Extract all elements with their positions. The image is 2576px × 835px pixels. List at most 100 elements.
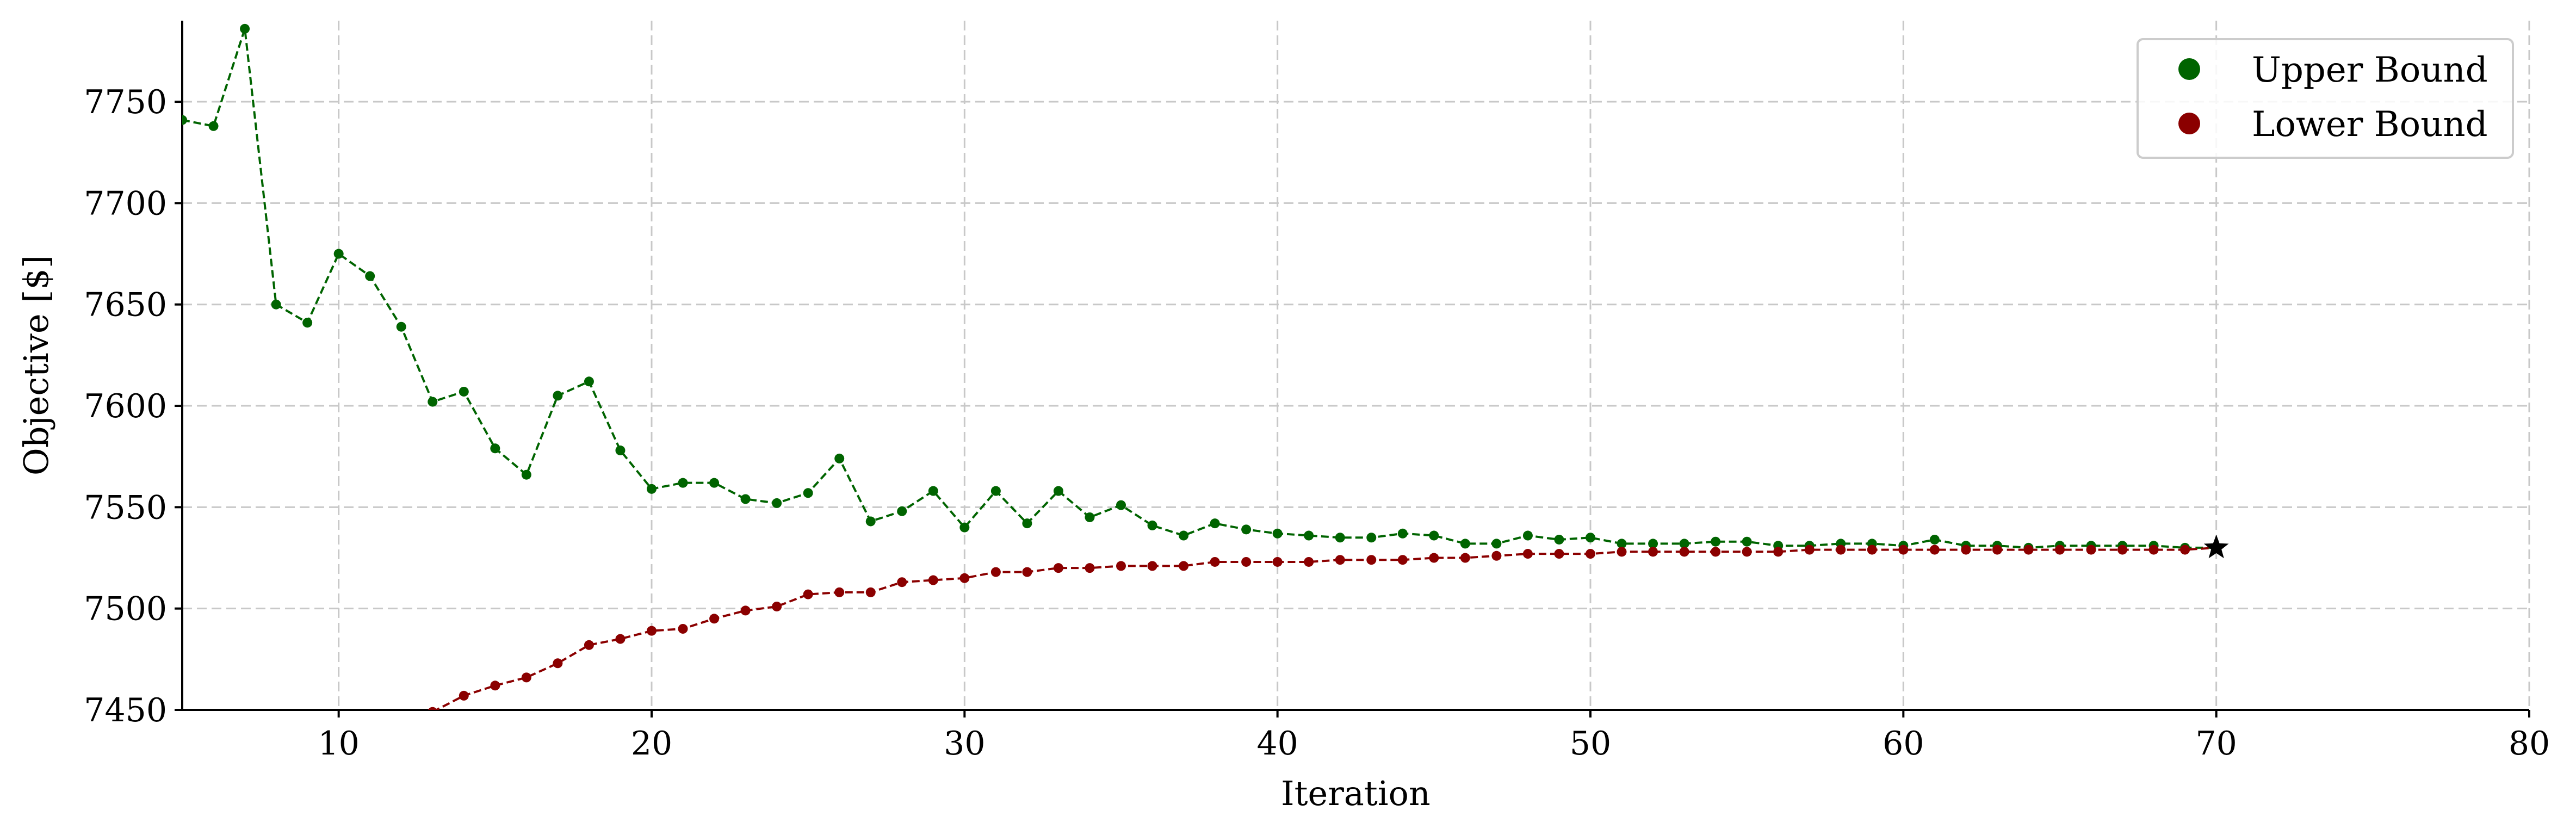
data-point-upper-bound [1304, 530, 1314, 541]
data-point-upper-bound [1586, 533, 1595, 543]
data-point-lower-bound [521, 672, 531, 683]
data-point-upper-bound [834, 453, 845, 463]
legend: Upper Bound Lower Bound [2137, 38, 2514, 159]
data-point-upper-bound [240, 23, 250, 34]
data-point-upper-bound [1335, 533, 1345, 543]
data-point-upper-bound [803, 488, 813, 498]
data-point-upper-bound [772, 498, 782, 508]
data-point-upper-bound [615, 446, 626, 456]
data-point-upper-bound [490, 443, 500, 454]
data-point-lower-bound [1335, 555, 1345, 565]
data-point-upper-bound [1116, 500, 1126, 510]
data-point-upper-bound [1397, 528, 1408, 539]
data-point-upper-bound [1522, 530, 1533, 541]
data-point-upper-bound [1648, 539, 1658, 549]
x-tick-label: 80 [2509, 725, 2550, 763]
data-point-lower-bound [990, 567, 1001, 577]
x-tick-label: 40 [1256, 725, 1298, 763]
data-point-lower-bound [1272, 556, 1283, 567]
data-point-upper-bound [928, 486, 938, 496]
data-point-upper-bound [647, 484, 657, 494]
data-point-lower-bound [897, 577, 907, 587]
data-point-lower-bound [1836, 545, 1846, 555]
tick-labels: 10 20 30 40 50 60 70 80 7450 7500 7550 7600 7650 7700… [84, 83, 2550, 763]
data-point-lower-bound [490, 681, 500, 691]
data-point-lower-bound [1429, 553, 1439, 563]
data-point-lower-bound [1648, 547, 1658, 557]
data-point-upper-bound [302, 318, 313, 328]
data-point-upper-bound [990, 486, 1001, 496]
data-point-lower-bound [1116, 561, 1126, 571]
data-point-lower-bound [2117, 545, 2128, 555]
data-point-upper-bound [1179, 530, 1189, 541]
data-point-lower-bound [1022, 567, 1032, 577]
data-point-lower-bound [772, 601, 782, 611]
data-point-lower-bound [1929, 545, 1940, 555]
data-point-lower-bound [459, 690, 469, 701]
data-point-upper-bound [271, 299, 281, 310]
y-tick-label: 7700 [84, 184, 167, 222]
series-line-lower-bound [434, 546, 2216, 710]
data-point-upper-bound [678, 478, 688, 488]
data-point-lower-bound [709, 614, 720, 624]
data-point-upper-bound [1742, 536, 1752, 547]
data-point-upper-bound [396, 321, 406, 332]
data-point-lower-bound [1992, 545, 2002, 555]
data-point-upper-bound [709, 478, 720, 488]
data-point-lower-bound [803, 589, 813, 599]
data-point-upper-bound [584, 376, 594, 387]
data-point-lower-bound [1554, 549, 1564, 559]
data-point-lower-bound [1304, 556, 1314, 567]
data-point-upper-bound [1460, 539, 1470, 549]
data-point-lower-bound [928, 575, 938, 585]
data-point-lower-bound [584, 640, 594, 650]
data-point-lower-bound [1522, 549, 1533, 559]
data-point-upper-bound [1085, 512, 1095, 522]
data-point-upper-bound [1617, 539, 1627, 549]
data-point-lower-bound [1617, 547, 1627, 557]
series-lower-bound [428, 542, 2221, 710]
y-tick-label: 7550 [84, 488, 167, 527]
data-point-upper-bound [428, 397, 438, 407]
data-point-lower-bound [1210, 556, 1220, 567]
legend-marker-lower-bound [2178, 113, 2200, 134]
data-point-lower-bound [678, 623, 688, 634]
data-point-upper-bound [1366, 533, 1377, 543]
x-tick-label: 70 [2195, 725, 2237, 763]
data-point-upper-bound [1053, 486, 1063, 496]
data-point-lower-bound [959, 573, 970, 583]
legend-label-upper-bound: Upper Bound [2252, 50, 2488, 90]
data-point-lower-bound [865, 587, 876, 597]
data-point-lower-bound [1397, 555, 1408, 565]
data-point-upper-bound [959, 522, 970, 533]
data-point-lower-bound [740, 605, 751, 616]
data-point-lower-bound [1491, 551, 1502, 561]
x-tick-label: 30 [944, 725, 985, 763]
data-point-lower-bound [1366, 555, 1377, 565]
data-point-lower-bound [1961, 545, 1971, 555]
data-point-lower-bound [615, 634, 626, 644]
data-point-lower-bound [2180, 545, 2190, 555]
data-point-upper-bound [521, 469, 531, 480]
data-point-upper-bound [1429, 530, 1439, 541]
series-line-upper-bound [182, 28, 2216, 549]
x-tick-label: 60 [1883, 725, 1924, 763]
data-point-upper-bound [897, 506, 907, 516]
data-point-lower-bound [1804, 545, 1815, 555]
y-tick-label: 7500 [84, 590, 167, 628]
data-point-lower-bound [1867, 545, 1877, 555]
final-point-star-marker [2203, 534, 2229, 559]
data-point-upper-bound [459, 386, 469, 397]
y-tick-label: 7750 [84, 83, 167, 121]
data-point-upper-bound [1554, 534, 1564, 545]
legend-marker-upper-bound [2178, 58, 2200, 80]
y-tick-label: 7650 [84, 286, 167, 324]
data-point-lower-bound [2148, 545, 2159, 555]
data-point-upper-bound [1929, 534, 1940, 545]
data-point-upper-bound [1711, 536, 1721, 547]
data-point-lower-bound [1679, 547, 1689, 557]
data-point-upper-bound [1210, 518, 1220, 529]
x-tick-label: 50 [1570, 725, 1611, 763]
data-point-upper-bound [333, 249, 344, 259]
